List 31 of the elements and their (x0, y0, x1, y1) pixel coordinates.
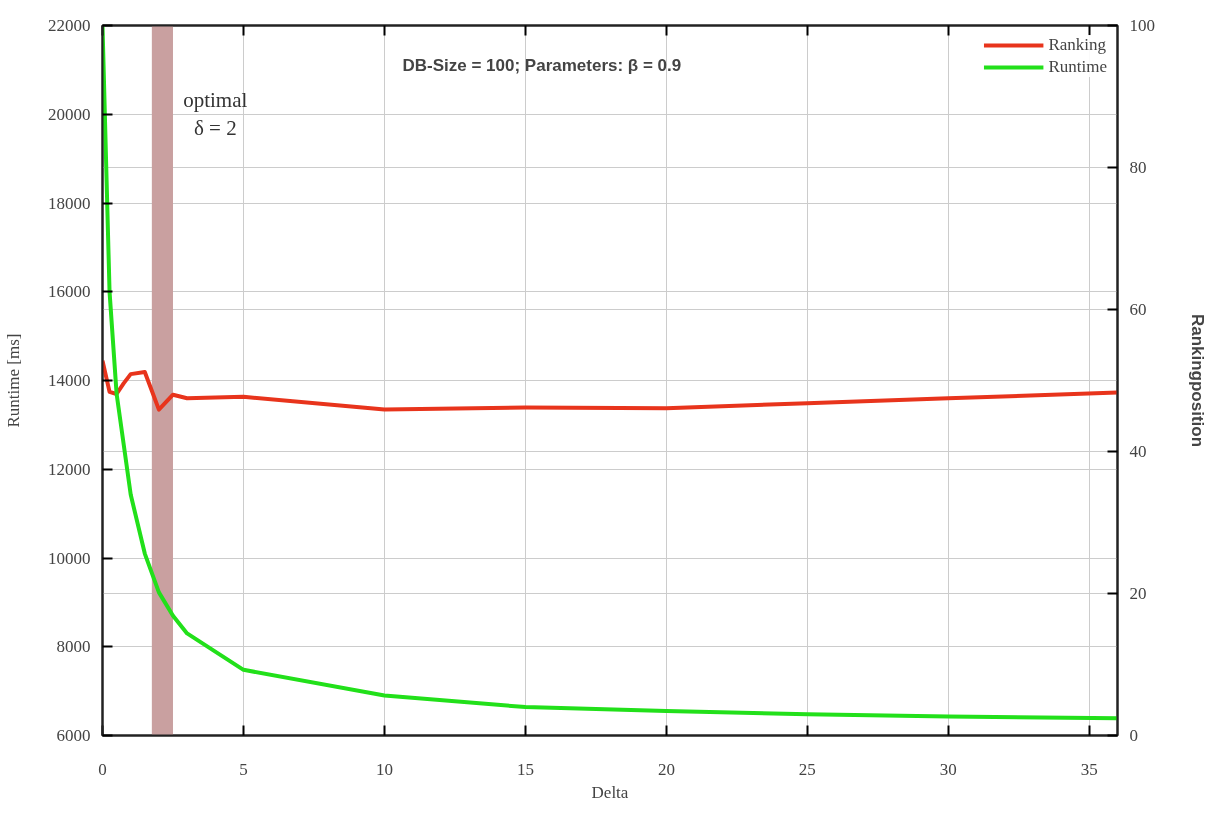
band-label: optimal δ = 2 (183, 87, 248, 141)
y-tick-label: 20000 (48, 104, 91, 124)
y-tick-label: 14000 (48, 371, 91, 390)
x-tick-label: 25 (798, 759, 816, 779)
y2-axis-title: Rankingposition (1188, 313, 1207, 448)
y2-tick-label: 80 (1129, 158, 1147, 177)
y2-tick-label: 20 (1129, 584, 1147, 603)
y2-tick-label: 100 (1129, 16, 1155, 35)
y-tick-label: 12000 (48, 459, 91, 479)
y-axis-title: Runtime [ms] (4, 333, 23, 428)
x-tick-label: 30 (939, 759, 957, 779)
y-tick-label: 6000 (56, 726, 91, 745)
y-tick-label: 22000 (48, 16, 91, 35)
x-tick-label: 10 (375, 759, 393, 779)
line-series (102, 358, 1118, 412)
y-tick-label: 8000 (56, 637, 91, 657)
x-tick-label: 20 (657, 759, 675, 779)
y2-tick-label: 0 (1129, 726, 1138, 745)
x-tick-label: 0 (98, 759, 107, 779)
y2-tick-label: 60 (1129, 300, 1147, 319)
x-tick-label: 35 (1080, 759, 1098, 779)
y-tick-label: 16000 (48, 282, 91, 302)
text: DB-Size = 100; Parameters: β = 0.9 (402, 55, 682, 75)
x-tick-label: 5 (239, 759, 248, 779)
x-tick-label: 15 (516, 759, 534, 779)
legend-label: Ranking (1048, 35, 1107, 55)
x-axis-title: Delta (591, 782, 629, 802)
y-tick-label: 10000 (48, 548, 91, 568)
y-tick-label: 18000 (48, 193, 91, 213)
legend-label: Runtime (1048, 57, 1107, 77)
y2-tick-label: 40 (1129, 442, 1147, 461)
